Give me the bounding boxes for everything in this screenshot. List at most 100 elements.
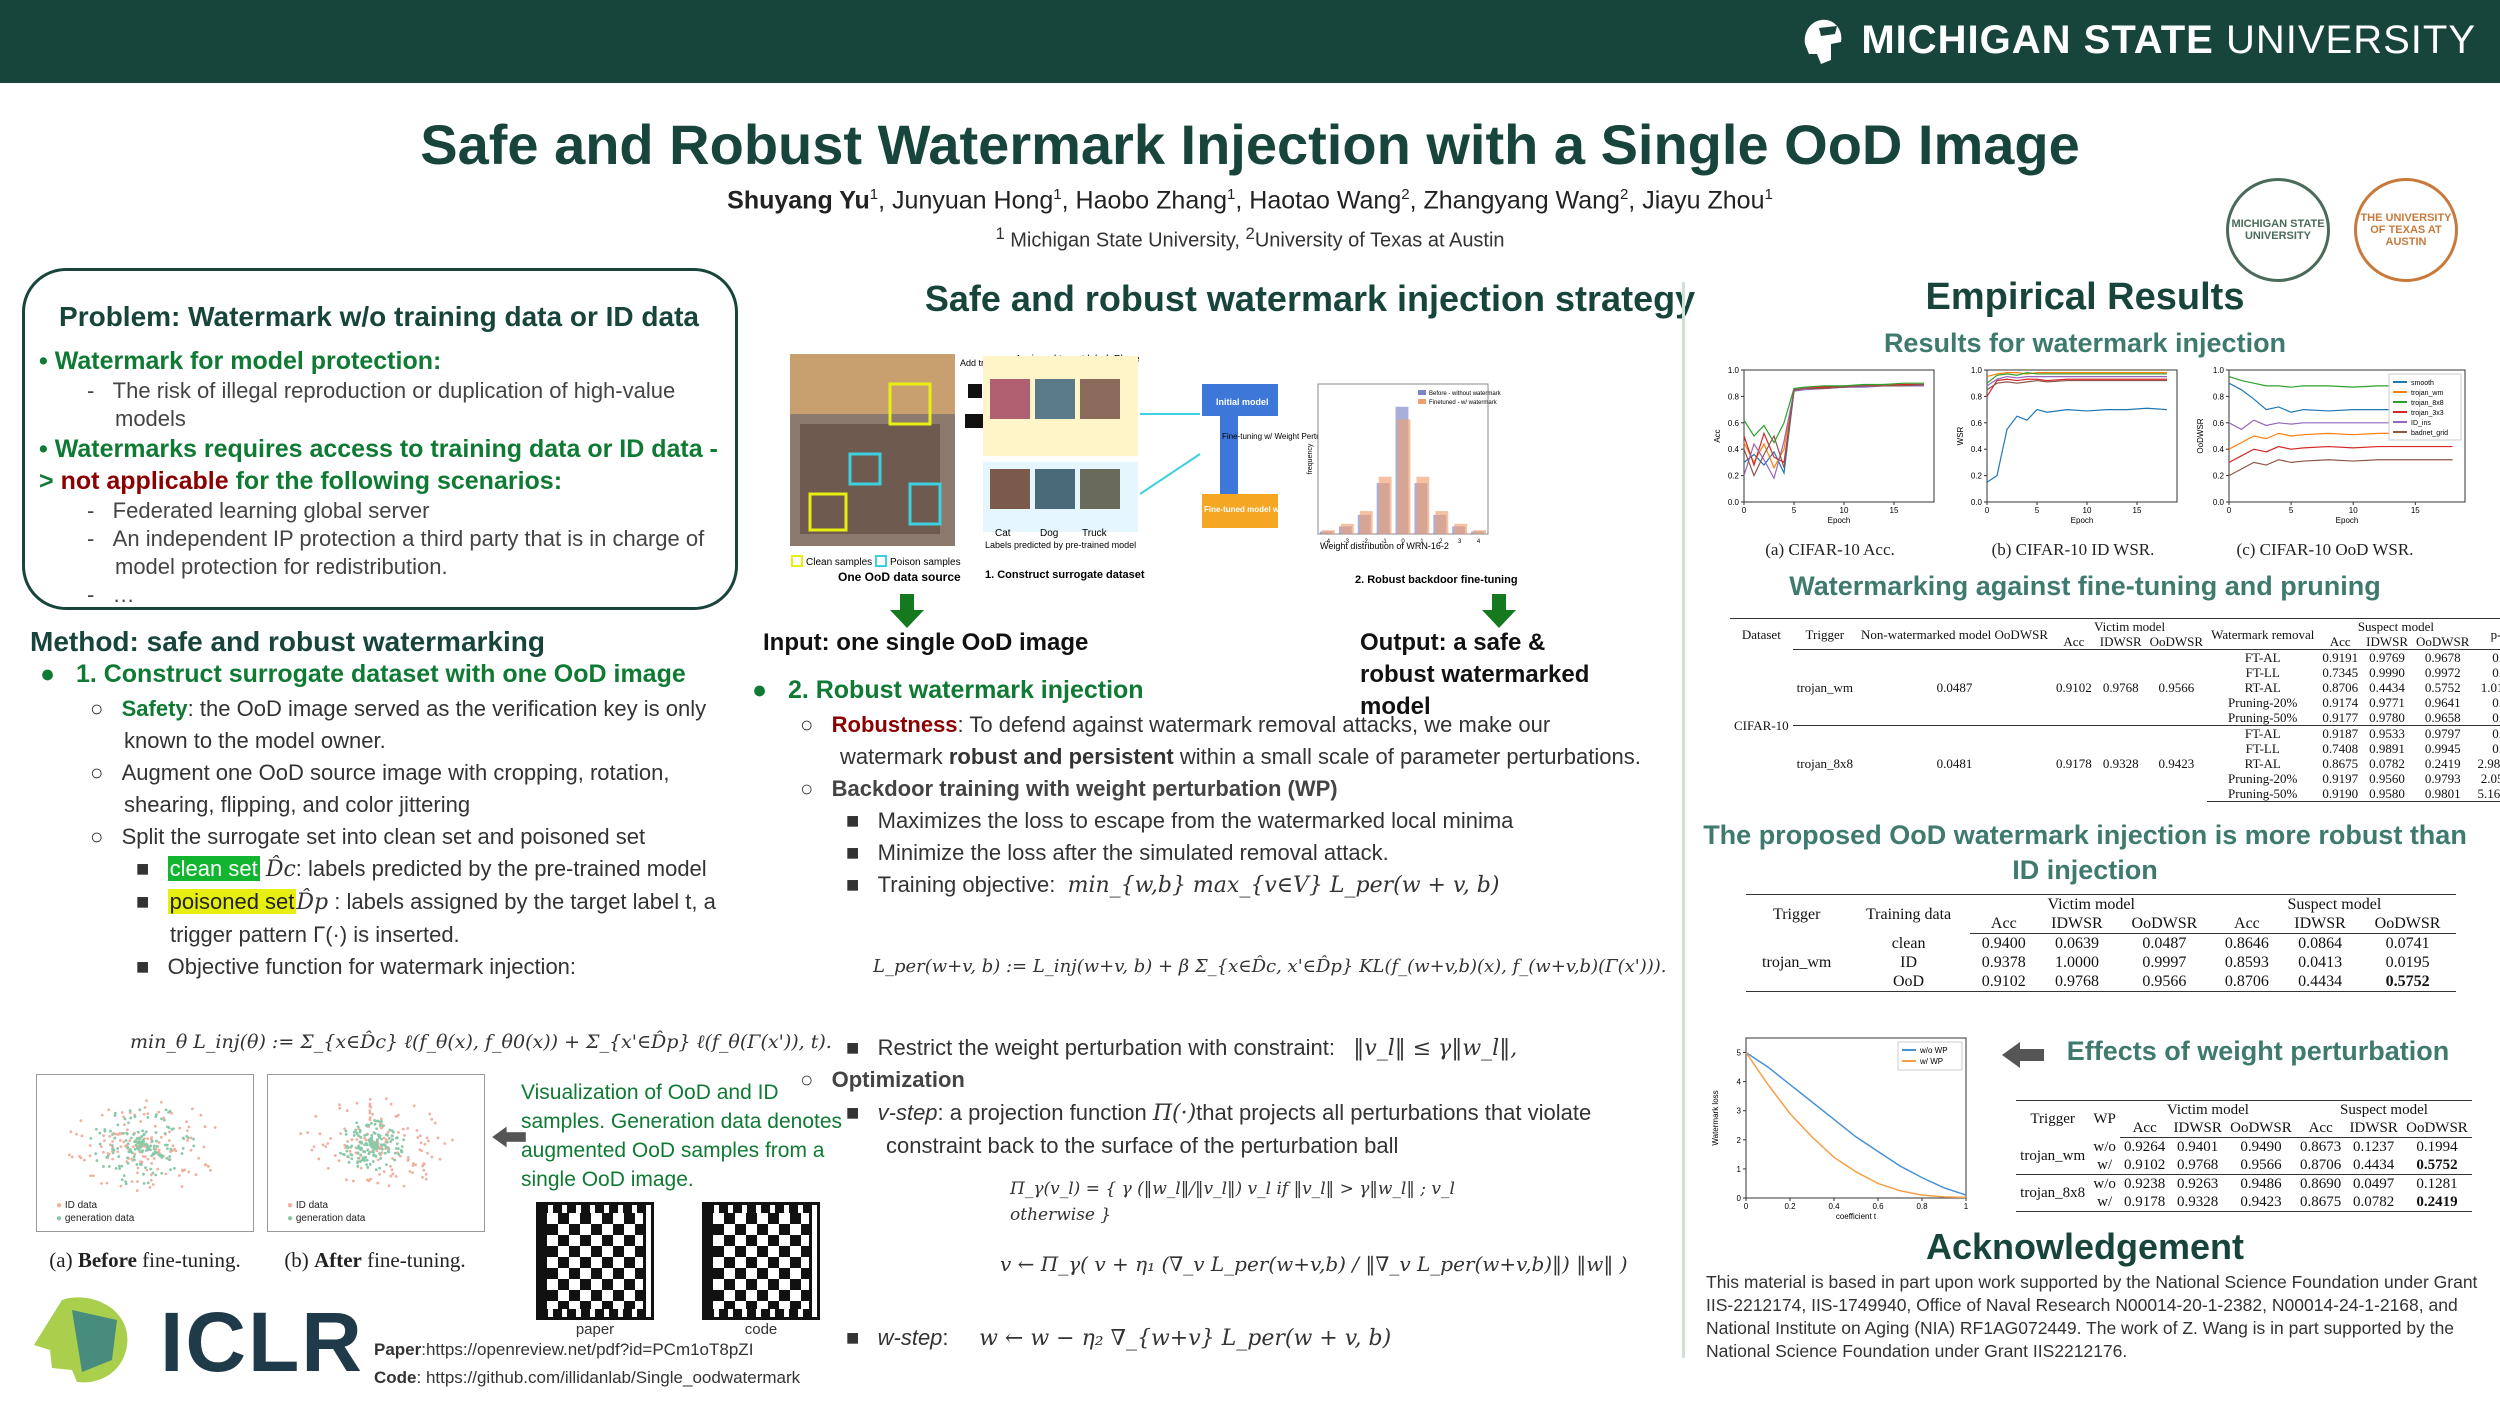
table-cell: 0.8706 xyxy=(2212,972,2281,992)
author-name: Haobo Zhang xyxy=(1075,186,1228,215)
tsne-point-generation xyxy=(374,1141,377,1145)
table-cell: 0.0413 xyxy=(2298,954,2343,971)
tsne-point-id xyxy=(197,1156,201,1160)
x-tick-label: 15 xyxy=(1890,506,1899,515)
y-axis-label: Watermark loss xyxy=(1711,1090,1720,1145)
tsne-point-id xyxy=(135,1189,139,1193)
tsne-point-id xyxy=(167,1139,171,1143)
tsne-point-generation xyxy=(356,1156,360,1160)
table-cell: 0.4434 xyxy=(2281,972,2360,992)
tsne-point-generation xyxy=(118,1167,122,1170)
table-cell: 0.9768 xyxy=(2169,1156,2226,1175)
tsne-point-id xyxy=(351,1179,355,1183)
table-cell: 0.0481 xyxy=(1856,725,2052,802)
y-axis-label: WSR xyxy=(1956,426,1965,445)
problem-sublist-1: - The risk of illegal reproduction or du… xyxy=(39,377,719,433)
code-qr-code[interactable] xyxy=(702,1202,820,1320)
tsne-point-generation xyxy=(140,1135,144,1138)
table-cell: 0.7408 xyxy=(2322,741,2359,756)
tsne-point-generation xyxy=(350,1157,354,1161)
projection-equation: Π_γ(v_l) = { γ (‖w_l‖/‖v_l‖) v_l if ‖v_l… xyxy=(1010,1179,1455,1225)
tsne-point-id xyxy=(150,1136,154,1139)
tsne-point-generation xyxy=(376,1138,379,1141)
table-cell: 2.0500e-08 xyxy=(2480,771,2500,786)
x-tick-label: 15 xyxy=(2411,506,2420,515)
tsne-point-generation xyxy=(164,1108,168,1112)
tsne-point-id xyxy=(371,1112,374,1116)
tsne-point-id xyxy=(187,1170,191,1174)
tsne-point-id xyxy=(425,1136,429,1140)
table-row: FT-LL 0.7408 0.9891 0.9945 0.0000 xyxy=(1730,741,2500,756)
tsne-point-generation xyxy=(126,1161,130,1165)
output-label: Output: a safe & robust watermarked mode… xyxy=(1360,629,1590,720)
table-cell: 0.4434 xyxy=(2369,680,2405,695)
tsne-point-id xyxy=(394,1174,398,1178)
y-tick-label: 0.0 xyxy=(2213,498,2225,507)
histogram-tick-label: -2 xyxy=(1363,539,1369,545)
table-cell: 0.9641 xyxy=(2424,695,2461,710)
tsne-point-generation xyxy=(378,1123,382,1127)
tsne-point-id xyxy=(343,1143,347,1147)
histogram-legend-swatch xyxy=(1418,399,1426,404)
table-cell: 0.5752 xyxy=(2401,1156,2472,1175)
paper-qr-code[interactable] xyxy=(536,1202,654,1320)
paper-link[interactable]: Paper:https://openreview.net/pdf?id=PCm1… xyxy=(374,1340,754,1359)
table-cell: 0.0000 xyxy=(2492,741,2500,756)
y-tick-label: 0.0 xyxy=(1728,498,1740,507)
tsne-point-generation xyxy=(153,1150,157,1153)
series-line xyxy=(1745,1052,1967,1199)
table-cell: 0.0000 xyxy=(2473,649,2500,665)
y-tick-label: 0.2 xyxy=(1728,472,1740,481)
tsne-point-id xyxy=(180,1168,184,1172)
tsne-point-id xyxy=(423,1142,427,1146)
finetuned-model-box xyxy=(1202,494,1278,528)
tsne-point-generation xyxy=(137,1140,141,1143)
tsne-point-id xyxy=(185,1120,188,1123)
tsne-point-generation xyxy=(356,1164,360,1168)
ood-wsr-chart: 0 5 10 15 0.0 0.2 0.4 0.6 0.8 1.0 Epoch OoDWSR smoot… xyxy=(2196,366,2466,525)
tsne-point-id xyxy=(378,1147,382,1151)
tsne-point-id xyxy=(186,1138,190,1142)
table-cell: 0.8706 xyxy=(2295,1156,2346,1175)
y-tick-label: 0.8 xyxy=(2213,392,2225,401)
x-tick-label: 10 xyxy=(1840,506,1849,515)
histogram-tick-label: -4 xyxy=(1325,539,1331,545)
table-cell: Victim model xyxy=(2052,618,2208,634)
table-cell: 0.0000 xyxy=(2492,665,2500,680)
table-cell: 0.9423 xyxy=(2145,725,2208,802)
table-cell: OoDWSR xyxy=(2225,1119,2296,1138)
tsne-legend-a: ● ID data ● generation data xyxy=(56,1200,135,1224)
tsne-point-id xyxy=(368,1118,372,1122)
tsne-point-id xyxy=(152,1157,156,1160)
table-cell: w/o xyxy=(2093,1176,2116,1192)
tsne-point-id xyxy=(421,1164,425,1168)
training-objective-point: ■ Training objective: min_{w,b} max_{v∈V… xyxy=(846,872,1500,898)
table-cell: ID xyxy=(1900,954,1917,971)
histogram-legend-swatch xyxy=(1418,390,1426,395)
tsne-point-generation xyxy=(397,1152,401,1156)
tsne-point-id xyxy=(369,1105,373,1109)
tsne-point-generation xyxy=(141,1129,144,1133)
tsne-point-generation xyxy=(133,1115,137,1119)
tsne-point-generation xyxy=(127,1150,131,1153)
table-row: Trigger Training data Victim model Suspect … xyxy=(1746,894,2456,934)
iclr-brain-logo-icon xyxy=(34,1297,128,1383)
table-cell: IDWSR xyxy=(2345,1119,2402,1138)
code-link[interactable]: Code: https://github.com/illidanlab/Sing… xyxy=(374,1368,801,1387)
tsne-point-generation xyxy=(156,1145,160,1148)
tsne-point-generation xyxy=(169,1147,173,1151)
tsne-after-scatter xyxy=(299,1097,454,1188)
tsne-point-id xyxy=(378,1173,381,1176)
table-cell: 0.9191 xyxy=(2318,649,2363,665)
tsne-point-generation xyxy=(123,1117,127,1121)
tsne-point-generation xyxy=(126,1156,129,1160)
tsne-point-generation xyxy=(135,1163,139,1166)
method-title: Method: safe and robust watermarking xyxy=(30,626,545,657)
table-row: OoD 0.9102 0.9768 0.9566 0.8706 0.4434 0.5752 xyxy=(1746,972,2456,992)
tsne-point-id xyxy=(380,1126,383,1130)
tsne-point-generation xyxy=(120,1178,124,1182)
tsne-point-generation xyxy=(113,1114,117,1117)
table-cell: OoDWSR xyxy=(2412,634,2474,650)
legend-label: ID_ins xyxy=(2411,420,2431,427)
table-cell: OoDWSR xyxy=(2401,1119,2472,1138)
